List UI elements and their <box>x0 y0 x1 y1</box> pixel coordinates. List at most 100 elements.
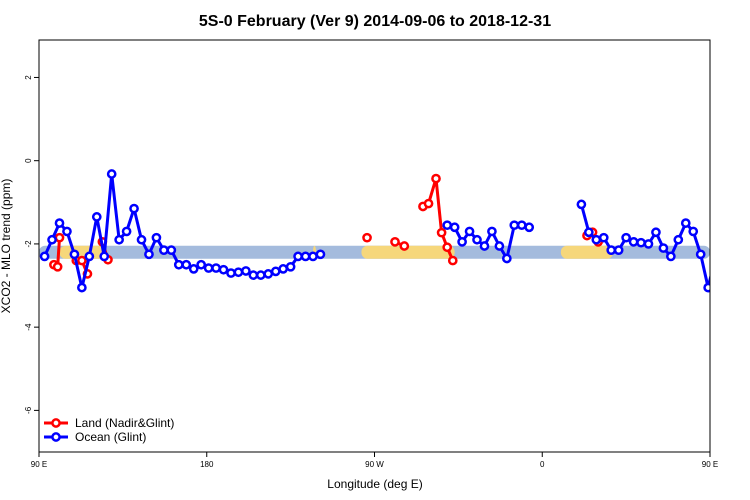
legend-marker <box>51 432 61 442</box>
legend-entry: Ocean (Glint) <box>44 430 146 444</box>
x-axis: 90 E 180 90 W 0 90 E <box>31 452 718 469</box>
data-point <box>721 261 728 268</box>
data-point <box>226 268 236 278</box>
data-point <box>613 245 624 256</box>
data-point <box>719 213 726 220</box>
data-point <box>54 218 65 228</box>
data-point <box>300 251 311 262</box>
data-point <box>166 245 177 256</box>
data-point <box>695 249 706 260</box>
data-point <box>52 261 63 272</box>
data-point <box>248 270 259 280</box>
data-point <box>47 234 57 245</box>
data-point <box>447 255 458 266</box>
data-point <box>744 257 750 264</box>
data-point <box>39 251 50 262</box>
data-point <box>315 249 326 260</box>
data-point <box>181 259 192 270</box>
x-tick-label: 90 E <box>31 460 47 469</box>
data-point <box>99 251 110 262</box>
data-point <box>151 232 162 243</box>
y-tick-label: 0 <box>24 158 33 163</box>
data-point <box>703 282 710 293</box>
data-point <box>464 226 475 237</box>
data-point <box>399 241 410 251</box>
data-point <box>658 243 669 253</box>
data-point <box>479 241 490 251</box>
data-point <box>144 249 154 260</box>
data-point <box>241 266 251 276</box>
legend-label: Ocean (Glint) <box>75 430 146 444</box>
data-point <box>159 245 169 256</box>
data-point <box>651 227 661 238</box>
x-tick-label: 0 <box>540 460 545 469</box>
data-point <box>196 259 207 270</box>
land-band-segment <box>731 246 750 259</box>
data-point <box>628 236 639 247</box>
series-line <box>725 238 731 265</box>
data-point <box>293 251 303 262</box>
data-point <box>218 264 229 275</box>
x-axis-label: Longitude (deg E) <box>327 477 422 491</box>
data-point <box>436 227 447 238</box>
data-point <box>255 270 266 280</box>
data-point <box>688 226 699 237</box>
data-point <box>712 253 719 260</box>
data-point <box>680 218 691 228</box>
data-point <box>278 264 289 274</box>
data-point <box>84 251 95 262</box>
data-point <box>576 199 587 210</box>
data-point <box>449 222 460 233</box>
y-tick-label: -6 <box>24 406 33 414</box>
data-point <box>106 169 117 179</box>
y-tick-label: -2 <box>24 240 33 248</box>
series-ocean-glint- <box>39 169 749 293</box>
data-point <box>457 236 467 247</box>
data-point <box>121 226 132 237</box>
data-point <box>591 234 602 245</box>
chart-title: 5S-0 February (Ver 9) 2014-09-06 to 2018… <box>199 13 551 30</box>
data-point <box>54 232 65 243</box>
series-land-nadir-glint- <box>49 173 750 279</box>
data-point <box>136 234 147 245</box>
legend: Land (Nadir&Glint)Ocean (Glint) <box>44 416 174 444</box>
legend-entry: Land (Nadir&Glint) <box>44 416 174 430</box>
data-point <box>734 170 741 177</box>
data-point <box>77 282 87 293</box>
x-tick-label: 90 E <box>702 460 718 469</box>
data-point <box>621 232 631 243</box>
data-point <box>77 255 87 266</box>
data-point <box>114 234 124 245</box>
data-point <box>524 222 535 233</box>
y-axis: 2 0 -2 -4 -6 <box>24 75 39 414</box>
data-point <box>390 236 400 247</box>
data-point <box>308 251 318 262</box>
data-point <box>442 242 453 253</box>
data-point <box>742 236 749 243</box>
data-point <box>509 220 520 231</box>
data-point <box>666 251 676 262</box>
land-band-segment <box>560 245 614 259</box>
data-point <box>263 269 274 279</box>
data-point <box>129 203 139 214</box>
data-point <box>487 226 497 237</box>
data-point <box>62 226 72 237</box>
data-point <box>583 227 594 238</box>
legend-marker <box>51 418 61 428</box>
data-point <box>91 212 102 222</box>
data-point <box>442 220 453 231</box>
y-axis-label: XCO2 - MLO trend (ppm) <box>0 179 13 314</box>
data-point <box>423 198 434 209</box>
data-point <box>727 253 734 260</box>
series-layer <box>39 169 750 293</box>
data-point <box>431 173 441 184</box>
data-point <box>598 232 609 243</box>
data-point <box>188 264 199 274</box>
data-point <box>362 232 372 243</box>
legend-label: Land (Nadir&Glint) <box>75 416 174 430</box>
data-point <box>173 259 184 270</box>
data-point <box>270 266 281 277</box>
data-point <box>69 249 80 260</box>
data-point <box>643 239 654 249</box>
